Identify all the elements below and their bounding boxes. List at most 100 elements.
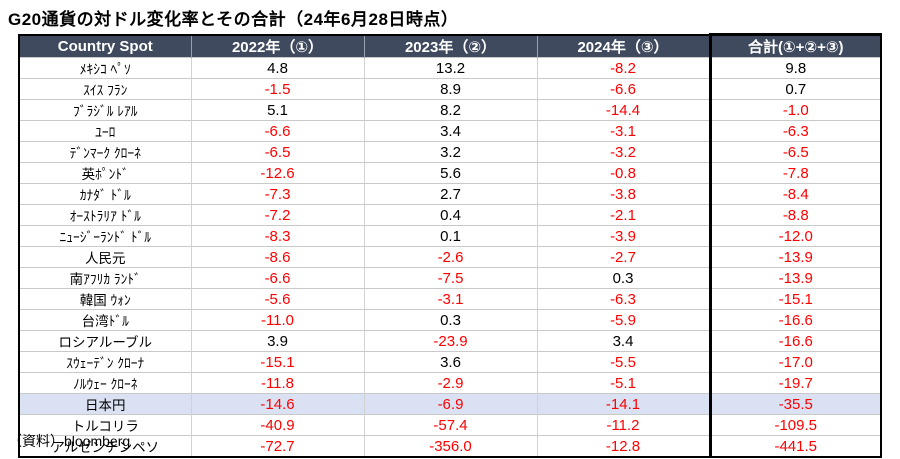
value-cell-2024: -8.2 (536, 57, 710, 79)
table-row: ｽｳｪｰﾃﾞﾝ ｸﾛｰﾅ -15.1 3.6 -5.5 -17.0 (19, 351, 881, 373)
table-row: ロシアルーブル 3.9 -23.9 3.4 -16.6 (19, 330, 881, 352)
table-row: ﾒｷｼｺ ﾍﾟｿ 4.8 13.2 -8.2 9.8 (19, 57, 881, 79)
value-cell-2024: -5.1 (536, 372, 710, 394)
value-cell-total: -16.6 (708, 309, 881, 331)
table-body: ﾒｷｼｺ ﾍﾟｿ 4.8 13.2 -8.2 9.8 ｽｲｽ ﾌﾗﾝ -1.5 … (19, 57, 881, 457)
country-cell: ｽｲｽ ﾌﾗﾝ (19, 78, 191, 100)
column-header-total: 合計(①+②+③) (708, 33, 881, 58)
value-cell-2023: -57.4 (363, 414, 537, 436)
table-row: ｵｰｽﾄﾗﾘｱ ﾄﾞﾙ -7.2 0.4 -2.1 -8.8 (19, 204, 881, 226)
value-cell-total: -7.8 (708, 162, 881, 184)
value-cell-2023: 0.3 (363, 309, 537, 331)
value-cell-2024: 3.4 (536, 330, 710, 352)
value-cell-2024: -3.8 (536, 183, 710, 205)
table-row: ﾆｭｰｼﾞｰﾗﾝﾄﾞ ﾄﾞﾙ -8.3 0.1 -3.9 -12.0 (19, 225, 881, 247)
value-cell-2022: -8.3 (190, 225, 364, 247)
country-cell: ｶﾅﾀﾞ ﾄﾞﾙ (19, 183, 191, 205)
value-cell-2024: -6.6 (536, 78, 710, 100)
country-cell: 韓国 ｳｫﾝ (19, 288, 191, 310)
value-cell-2023: -3.1 (363, 288, 537, 310)
value-cell-2023: -6.9 (363, 393, 537, 415)
value-cell-2022: -72.7 (190, 435, 364, 457)
value-cell-2024: -0.8 (536, 162, 710, 184)
country-cell: 英ﾎﾟﾝﾄﾞ (19, 162, 191, 184)
country-cell: ﾌﾞﾗｼﾞﾙ ﾚｱﾙ (19, 99, 191, 121)
table-row: ﾌﾞﾗｼﾞﾙ ﾚｱﾙ 5.1 8.2 -14.4 -1.0 (19, 99, 881, 121)
country-cell: 台湾ﾄﾞﾙ (19, 309, 191, 331)
country-cell: ロシアルーブル (19, 330, 191, 352)
value-cell-2023: 3.6 (363, 351, 537, 373)
table-row: 英ﾎﾟﾝﾄﾞ -12.6 5.6 -0.8 -7.8 (19, 162, 881, 184)
value-cell-2022: -6.6 (190, 267, 364, 289)
value-cell-2022: -1.5 (190, 78, 364, 100)
value-cell-2024: -5.9 (536, 309, 710, 331)
country-cell: アルゼンチンペソ (19, 435, 191, 457)
value-cell-total: -16.6 (708, 330, 881, 352)
value-cell-total: -109.5 (708, 414, 881, 436)
value-cell-2024: -6.3 (536, 288, 710, 310)
value-cell-total: -8.4 (708, 183, 881, 205)
value-cell-2022: -15.1 (190, 351, 364, 373)
value-cell-total: -13.9 (708, 246, 881, 268)
value-cell-2022: -6.5 (190, 141, 364, 163)
value-cell-2023: -2.9 (363, 372, 537, 394)
table-row: アルゼンチンペソ -72.7 -356.0 -12.8 -441.5 (19, 435, 881, 457)
value-cell-2022: -6.6 (190, 120, 364, 142)
column-header-country: Country Spot (19, 34, 191, 58)
value-cell-2022: -11.8 (190, 372, 364, 394)
country-cell: ｽｳｪｰﾃﾞﾝ ｸﾛｰﾅ (19, 351, 191, 373)
country-cell: 人民元 (19, 246, 191, 268)
value-cell-2024: -3.1 (536, 120, 710, 142)
value-cell-2022: -7.3 (190, 183, 364, 205)
table-row: ﾉﾙｳｪｰ ｸﾛｰﾈ -11.8 -2.9 -5.1 -19.7 (19, 372, 881, 394)
column-header-2022: 2022年（①） (190, 34, 364, 58)
value-cell-2024: 0.3 (536, 267, 710, 289)
value-cell-2022: -8.6 (190, 246, 364, 268)
table-row: ﾃﾞﾝﾏｰｸ ｸﾛｰﾈ -6.5 3.2 -3.2 -6.5 (19, 141, 881, 163)
country-cell: 日本円 (19, 393, 191, 415)
country-cell: ﾕｰﾛ (19, 120, 191, 142)
table-row: 南ｱﾌﾘｶ ﾗﾝﾄﾞ -6.6 -7.5 0.3 -13.9 (19, 267, 881, 289)
country-cell: ﾉﾙｳｪｰ ｸﾛｰﾈ (19, 372, 191, 394)
value-cell-2022: -5.6 (190, 288, 364, 310)
value-cell-2024: -2.7 (536, 246, 710, 268)
table-row: ｽｲｽ ﾌﾗﾝ -1.5 8.9 -6.6 0.7 (19, 78, 881, 100)
value-cell-total: -15.1 (708, 288, 881, 310)
value-cell-total: -441.5 (708, 435, 881, 457)
value-cell-2023: 3.2 (363, 141, 537, 163)
fx-change-table: Country Spot 2022年（①） 2023年（②） 2024年（③） … (18, 33, 882, 458)
value-cell-total: -6.5 (708, 141, 881, 163)
table-row: ｶﾅﾀﾞ ﾄﾞﾙ -7.3 2.7 -3.8 -8.4 (19, 183, 881, 205)
value-cell-2022: -11.0 (190, 309, 364, 331)
value-cell-total: 0.7 (708, 78, 881, 100)
value-cell-2022: 4.8 (190, 57, 364, 79)
country-cell: ﾆｭｰｼﾞｰﾗﾝﾄﾞ ﾄﾞﾙ (19, 225, 191, 247)
table-row: 日本円 -14.6 -6.9 -14.1 -35.5 (19, 393, 881, 415)
value-cell-2023: -356.0 (363, 435, 537, 457)
value-cell-2023: 13.2 (363, 57, 537, 79)
table-header: Country Spot 2022年（①） 2023年（②） 2024年（③） … (19, 33, 881, 58)
value-cell-2022: -40.9 (190, 414, 364, 436)
value-cell-2024: -3.9 (536, 225, 710, 247)
table-row: 韓国 ｳｫﾝ -5.6 -3.1 -6.3 -15.1 (19, 288, 881, 310)
table-row: 人民元 -8.6 -2.6 -2.7 -13.9 (19, 246, 881, 268)
value-cell-2023: 8.9 (363, 78, 537, 100)
value-cell-2023: 0.4 (363, 204, 537, 226)
page-title: G20通貨の対ドル変化率とその合計（24年6月28日時点） (8, 10, 459, 29)
table-row: 台湾ﾄﾞﾙ -11.0 0.3 -5.9 -16.6 (19, 309, 881, 331)
value-cell-2022: 5.1 (190, 99, 364, 121)
value-cell-2024: -5.5 (536, 351, 710, 373)
value-cell-2023: 0.1 (363, 225, 537, 247)
value-cell-2024: -2.1 (536, 204, 710, 226)
value-cell-total: 9.8 (708, 57, 881, 79)
value-cell-2024: -14.4 (536, 99, 710, 121)
value-cell-2023: -2.6 (363, 246, 537, 268)
value-cell-total: -13.9 (708, 267, 881, 289)
value-cell-2023: -7.5 (363, 267, 537, 289)
value-cell-2022: -12.6 (190, 162, 364, 184)
value-cell-total: -19.7 (708, 372, 881, 394)
value-cell-2024: -11.2 (536, 414, 710, 436)
value-cell-2023: 2.7 (363, 183, 537, 205)
value-cell-total: -1.0 (708, 99, 881, 121)
value-cell-total: -12.0 (708, 225, 881, 247)
